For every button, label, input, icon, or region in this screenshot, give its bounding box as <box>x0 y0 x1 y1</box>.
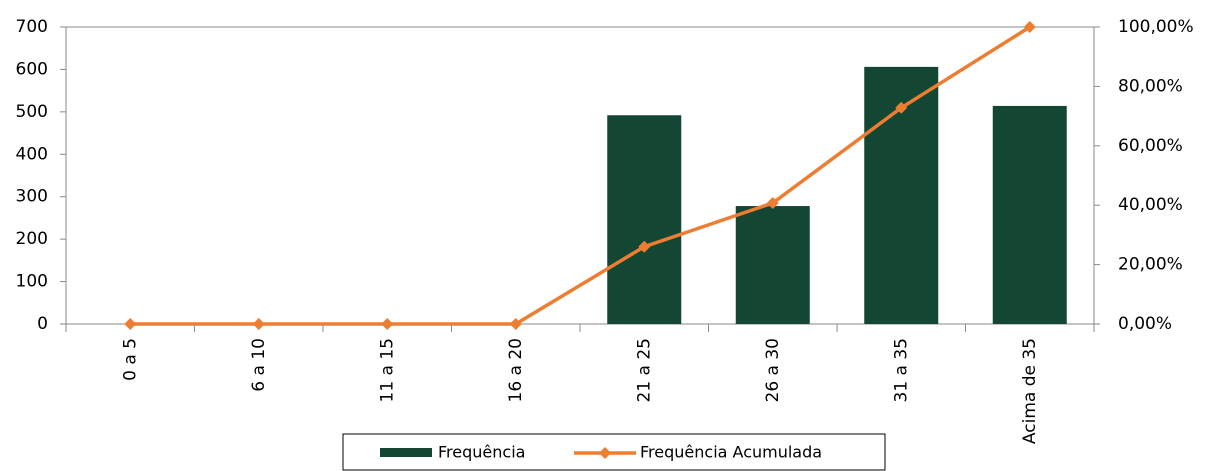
marker <box>252 318 265 330</box>
legend-label: Frequência <box>438 443 525 462</box>
bar <box>607 115 682 324</box>
y2-tick-label: 0,00% <box>1118 314 1172 334</box>
x-tick-label: 16 a 20 <box>506 338 526 403</box>
x-tick-label: 21 a 25 <box>634 338 654 403</box>
x-tick-label: 31 a 35 <box>891 338 911 403</box>
marker <box>381 318 394 330</box>
x-tick-label: 11 a 15 <box>377 338 397 403</box>
bar <box>992 105 1067 324</box>
y2-tick-label: 100,00% <box>1118 17 1194 37</box>
marker <box>1023 21 1036 33</box>
x-tick-label: Acima de 35 <box>1020 338 1040 444</box>
y-tick-label: 600 <box>16 59 48 79</box>
y2-tick-label: 60,00% <box>1118 136 1183 156</box>
y2-tick-label: 20,00% <box>1118 255 1183 275</box>
y-tick-label: 100 <box>16 272 48 292</box>
y-tick-label: 200 <box>16 229 48 249</box>
y-tick-label: 0 <box>37 314 48 334</box>
y-tick-label: 700 <box>16 17 48 37</box>
marker <box>509 318 522 330</box>
marker <box>766 197 779 210</box>
y-tick-label: 400 <box>16 144 48 164</box>
y2-tick-label: 80,00% <box>1118 76 1183 96</box>
legend-marker <box>599 447 611 459</box>
x-tick-label: 26 a 30 <box>763 338 783 403</box>
marker <box>124 318 137 330</box>
y2-tick-label: 40,00% <box>1118 195 1183 215</box>
legend-label: Frequência Acumulada <box>640 443 822 462</box>
x-tick-label: 0 a 5 <box>120 338 140 381</box>
line <box>130 25 1031 326</box>
x-tick-label: 6 a 10 <box>249 338 269 392</box>
bar <box>735 206 810 324</box>
y-tick-label: 300 <box>16 187 48 207</box>
y-tick-label: 500 <box>16 102 48 122</box>
legend-swatch <box>380 448 432 457</box>
marker <box>638 240 651 253</box>
marker <box>895 101 908 114</box>
